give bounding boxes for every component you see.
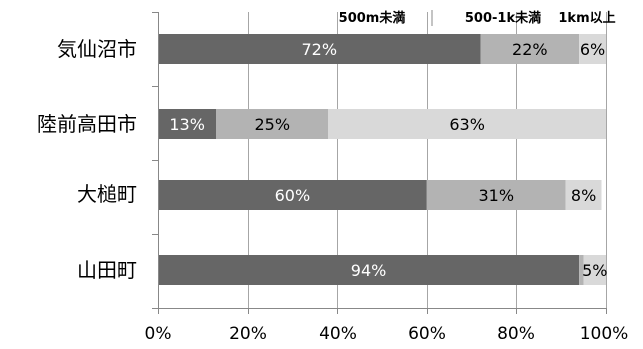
legend-label-500-1k: 500-1k未満 [465, 10, 541, 26]
bar-segment [158, 255, 580, 285]
bar-segment [579, 34, 606, 64]
data-label: 5% [582, 261, 607, 280]
legend: 500m未満 500-1k未満 1km以上 [339, 10, 616, 26]
legend-label-1km: 1km以上 [558, 11, 615, 26]
bar-segment [328, 109, 606, 139]
bar-segment [158, 34, 481, 64]
bar-segment [158, 109, 217, 139]
axes [152, 12, 607, 314]
category-label-yamada: 山田町 [77, 258, 137, 282]
x-tick-label: 20% [229, 324, 267, 344]
category-label-kesennuma: 気仙沼市 [57, 37, 137, 61]
category-labels: 気仙沼市 陸前高田市 大槌町 山田町 [37, 37, 137, 282]
x-tick-label: 40% [319, 324, 357, 344]
bars: 72% 22% 6% 13% 25% 63% 60% 31% 8% 94% 5% [158, 34, 607, 285]
bar-segment [216, 109, 329, 139]
category-label-otsuchi: 大槌町 [77, 182, 137, 206]
x-tick-label: 0% [145, 324, 172, 344]
bar-segment [583, 255, 606, 285]
bar-segment [158, 180, 427, 210]
data-label: 13% [169, 115, 205, 134]
bar-segment [480, 34, 580, 64]
data-label: 72% [301, 40, 337, 59]
data-label: 63% [449, 115, 485, 134]
x-tick-label: 60% [408, 324, 446, 344]
x-tick-labels: 0% 20% 40% 60% 80% 100% [145, 324, 629, 344]
data-label: 31% [478, 186, 514, 205]
bar-segment [426, 180, 566, 210]
bar-segment [579, 255, 584, 285]
category-label-rikuzentakata: 陸前高田市 [37, 112, 137, 136]
data-label: 60% [275, 186, 311, 205]
legend-label-500m: 500m未満 [339, 10, 406, 26]
data-label: 22% [512, 40, 548, 59]
data-label: 8% [571, 186, 596, 205]
bar-segment [565, 180, 602, 210]
data-label: 6% [580, 40, 605, 59]
x-tick-label: 100% [580, 324, 629, 344]
data-label: 94% [351, 261, 387, 280]
x-tick-label: 80% [497, 324, 535, 344]
data-label: 25% [254, 115, 290, 134]
